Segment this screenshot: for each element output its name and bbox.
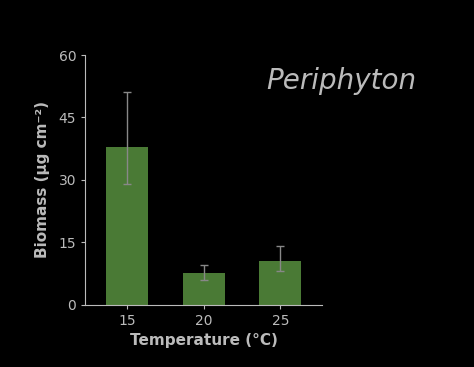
Y-axis label: Biomass (μg cm⁻²): Biomass (μg cm⁻²) <box>36 101 50 258</box>
Bar <box>106 146 148 305</box>
Bar <box>259 261 301 305</box>
X-axis label: Temperature (°C): Temperature (°C) <box>130 333 278 348</box>
Text: Periphyton: Periphyton <box>266 67 416 95</box>
Bar <box>183 273 225 305</box>
